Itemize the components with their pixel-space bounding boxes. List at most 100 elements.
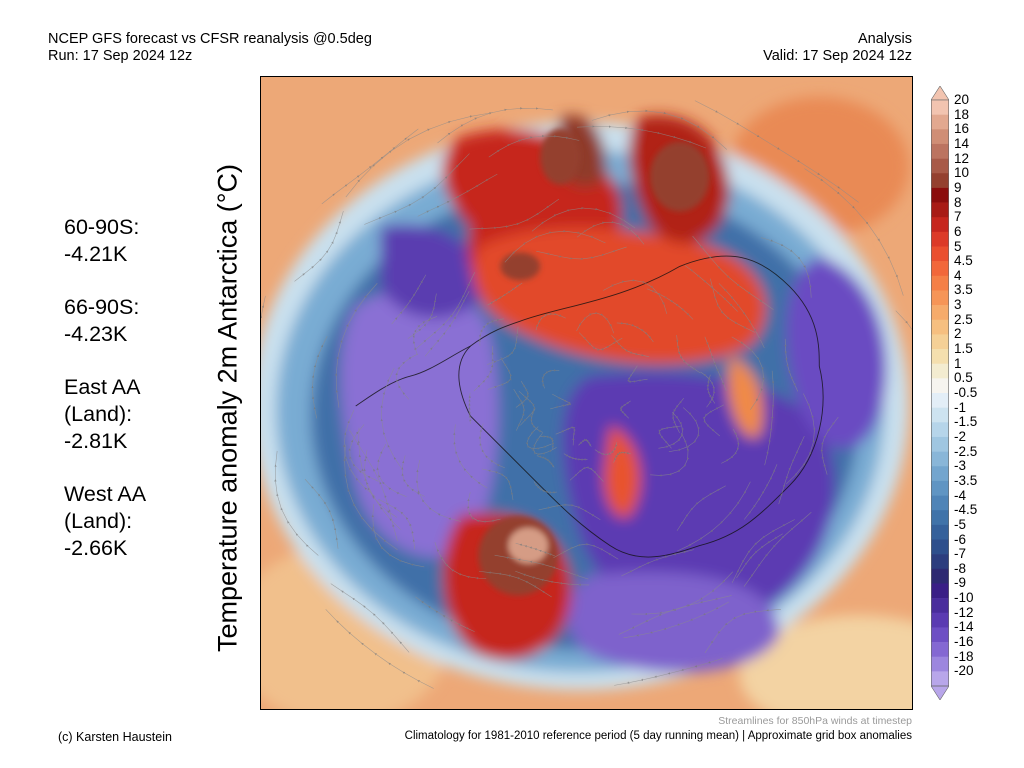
streamline	[494, 554, 589, 580]
streamline	[515, 542, 555, 557]
streamline	[675, 334, 701, 374]
stat-label: 60-90S:	[64, 215, 140, 239]
colorbar-tick-label: -3	[954, 458, 967, 474]
colorbar-swatch	[931, 393, 949, 408]
streamline	[710, 278, 756, 333]
colorbar-swatch	[931, 275, 949, 291]
colorbar-tick-label: -8	[954, 560, 967, 576]
colorbar-tick-label: -3.5	[954, 472, 978, 488]
streamline	[731, 336, 765, 411]
streamline	[668, 407, 700, 453]
streamline	[453, 424, 488, 489]
streamline	[304, 478, 339, 549]
colorbar-swatch	[931, 246, 949, 262]
streamline	[820, 416, 839, 475]
colorbar-swatch	[931, 173, 949, 189]
colorbar-swatch	[931, 554, 949, 570]
colorbar-swatch	[931, 568, 949, 584]
streamline	[478, 423, 505, 469]
streamline	[536, 455, 555, 468]
colorbar-tick-label: 2	[954, 326, 962, 342]
colorbar-tick-label: -1	[954, 399, 967, 415]
streamline	[518, 390, 536, 426]
streamline	[538, 503, 601, 520]
streamline	[434, 542, 487, 580]
colorbar-swatch	[931, 187, 949, 203]
anomaly-map-canvas	[261, 77, 912, 709]
streamline	[487, 357, 513, 390]
colorbar-swatch	[931, 334, 949, 350]
streamline	[330, 583, 410, 653]
streamline	[391, 274, 427, 325]
streamline	[703, 404, 724, 437]
streamline	[364, 153, 470, 225]
streamline	[415, 596, 475, 632]
colorbar-tick-label: -20	[954, 663, 974, 679]
streamline	[619, 400, 631, 419]
streamline	[487, 282, 523, 306]
streamline	[704, 336, 727, 391]
colorbar-swatch	[931, 510, 949, 526]
streamline	[487, 326, 519, 365]
streamline	[895, 310, 912, 410]
streamline	[274, 450, 319, 556]
colorbar-tick-label: 0.5	[954, 370, 973, 386]
streamline	[614, 658, 723, 686]
colorbar-tick-label: -14	[954, 619, 974, 635]
streamline	[395, 353, 418, 400]
colorbar-swatch	[931, 202, 949, 218]
streamline	[469, 198, 560, 230]
colorbar-tick-label: 20	[954, 92, 970, 107]
colorbar	[931, 86, 949, 700]
stat-value: -4.21K	[64, 242, 128, 266]
colorbar-swatch	[931, 100, 949, 115]
colorbar-swatch	[931, 422, 949, 438]
colorbar-swatch	[931, 524, 949, 540]
streamline	[594, 442, 618, 456]
streamline	[473, 346, 494, 392]
streamline	[321, 128, 419, 205]
colorbar-tick-label: 7	[954, 209, 962, 225]
colorbar-tick-label: 4	[954, 267, 962, 283]
colorbar-tick-label: 4.5	[954, 253, 973, 269]
climatology-note: Climatology for 1981-2010 reference peri…	[404, 730, 912, 742]
colorbar-swatch	[931, 656, 949, 672]
colorbar-swatch	[931, 671, 949, 687]
streamlines-850hpa	[261, 100, 912, 689]
colorbar-swatch	[931, 480, 949, 496]
streamline	[631, 571, 733, 616]
colorbar-tick-label: 12	[954, 150, 970, 166]
streamline	[437, 107, 553, 144]
colorbar-tick-label: -4.5	[954, 502, 978, 518]
streamline	[569, 466, 604, 482]
colorbar-swatch	[931, 129, 949, 145]
valid-time: Valid: 17 Sep 2024 12z	[763, 48, 912, 64]
colorbar-swatch	[931, 495, 949, 511]
streamline	[785, 393, 816, 485]
colorbar-tick-label: 18	[954, 106, 970, 122]
colorbar-swatch	[931, 451, 949, 467]
streamline	[621, 549, 694, 577]
stat-west-aa: West AA (Land): -2.66K	[64, 481, 146, 562]
colorbar-tick-label: 1	[954, 355, 962, 371]
colorbar-swatch	[931, 231, 949, 247]
streamline	[704, 609, 781, 654]
streamline	[468, 392, 472, 424]
stat-label: 66-90S:	[64, 295, 140, 319]
anomaly-stats: 60-90S: -4.21K 66-90S: -4.23K East AA (L…	[64, 214, 146, 588]
colorbar-tick-label: 6	[954, 223, 962, 239]
stat-value: -2.81K	[64, 429, 128, 453]
streamline	[311, 336, 328, 419]
colorbar-tick-label: -10	[954, 590, 974, 606]
streamline	[743, 464, 778, 520]
run-time: Run: 17 Sep 2024 12z	[48, 48, 193, 64]
streamline	[658, 411, 684, 449]
colorbar-tick-label: 1.5	[954, 341, 973, 357]
colorbar-swatch	[931, 114, 949, 130]
colorbar-tick-label: -12	[954, 604, 974, 620]
map-title: NCEP GFS forecast vs CFSR reanalysis @0.…	[48, 31, 372, 47]
colorbar-swatch	[931, 290, 949, 306]
stat-east-aa: East AA (Land): -2.81K	[64, 374, 146, 455]
streamline	[613, 451, 631, 463]
streamline	[334, 283, 378, 408]
